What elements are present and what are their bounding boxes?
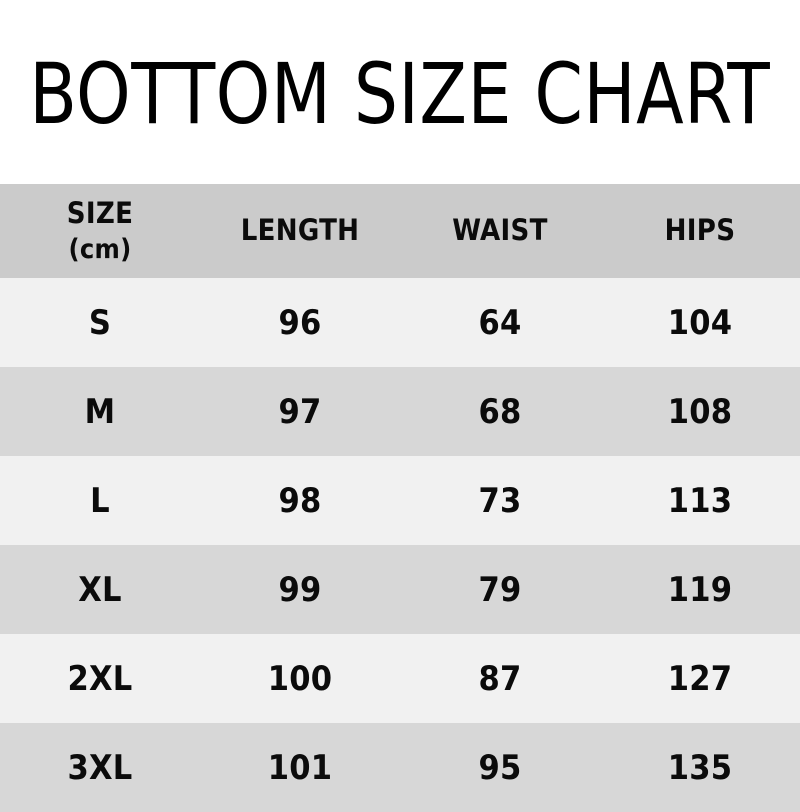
cell-hips: 119 [667,569,733,610]
cell-waist: 68 [478,391,522,432]
cell-size: 3XL [67,747,133,788]
cell-hips: 135 [667,747,733,788]
column-header-length: LENGTH [200,184,400,278]
table-header: SIZE (cm) LENGTH WAIST HIPS [0,184,800,278]
table-row: 2XL 100 87 127 [0,634,800,723]
cell-hips: 104 [667,302,733,343]
table-row: 3XL 101 95 135 [0,723,800,812]
cell-waist: 87 [478,658,522,699]
column-header-waist: WAIST [400,184,600,278]
cell-hips: 108 [667,391,733,432]
cell-size: XL [78,569,122,610]
cell-waist: 73 [478,480,522,521]
table-header-row: SIZE (cm) LENGTH WAIST HIPS [0,184,800,278]
page-title: BOTTOM SIZE CHART [29,45,771,143]
cell-size: 2XL [67,658,133,699]
column-header-size-unit: (cm) [68,234,132,266]
column-header-size-label: SIZE [66,196,134,231]
cell-waist: 95 [478,747,522,788]
column-header-size: SIZE (cm) [0,184,200,278]
size-chart-table: SIZE (cm) LENGTH WAIST HIPS S 96 64 104 … [0,184,800,812]
cell-size: L [90,480,110,521]
cell-waist: 64 [478,302,522,343]
cell-length: 97 [278,391,322,432]
cell-length: 99 [278,569,322,610]
cell-hips: 127 [667,658,733,699]
cell-hips: 113 [667,480,733,521]
cell-length: 100 [267,658,333,699]
table-row: L 98 73 113 [0,456,800,545]
cell-length: 96 [278,302,322,343]
cell-length: 98 [278,480,322,521]
table-body: S 96 64 104 M 97 68 108 L 98 73 113 XL 9… [0,278,800,812]
cell-size: M [84,391,116,432]
cell-waist: 79 [478,569,522,610]
title-area: BOTTOM SIZE CHART [0,0,800,184]
table-row: S 96 64 104 [0,278,800,367]
cell-length: 101 [267,747,333,788]
cell-size: S [88,302,112,343]
table-row: XL 99 79 119 [0,545,800,634]
table-row: M 97 68 108 [0,367,800,456]
column-header-hips: HIPS [600,184,800,278]
